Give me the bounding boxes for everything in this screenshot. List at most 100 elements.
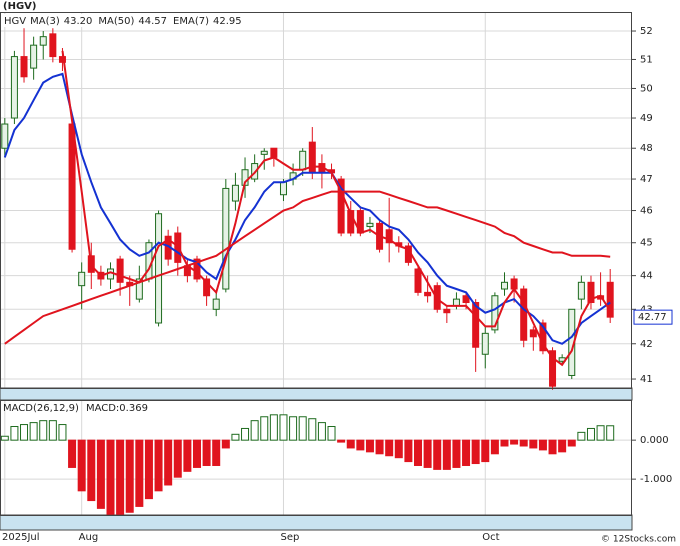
legend-entry: MA(3) <box>30 16 60 27</box>
macd-bar <box>39 420 48 441</box>
legend-value: 44.57 <box>138 16 167 27</box>
chart-title: (HGV) <box>3 1 36 12</box>
candle-body <box>587 281 595 304</box>
y-tick-label: 44 <box>640 271 653 282</box>
macd-bar <box>606 425 615 441</box>
macd-bar <box>433 439 442 470</box>
y-tick-label: 42 <box>640 339 653 350</box>
candle-body <box>279 181 287 196</box>
candle-body <box>270 147 278 158</box>
macd-bar <box>183 439 192 472</box>
candle-body <box>203 278 211 297</box>
y-tick-label: 46 <box>640 206 653 217</box>
legend-entry: MA(50) <box>98 16 134 27</box>
macd-bar <box>58 424 67 441</box>
y-tick-label: 48 <box>640 143 653 154</box>
legend: HGV MA(3) 43.20 MA(50) 44.57 EMA(7) 42.95 <box>1 14 249 27</box>
macd-bar <box>10 426 19 441</box>
candle-body <box>49 33 57 58</box>
macd-bar <box>0 435 9 441</box>
candle-body <box>452 298 460 307</box>
candle-body <box>385 229 393 244</box>
macd-bar <box>192 439 201 468</box>
candle-body <box>231 184 239 202</box>
macd-bar <box>317 422 326 441</box>
macd-bar <box>423 439 432 468</box>
macd-bar <box>327 426 336 441</box>
macd-bar <box>596 425 605 441</box>
candle-body <box>424 291 432 297</box>
macd-bar <box>337 439 346 443</box>
macd-bar <box>308 418 317 441</box>
macd-bar <box>68 439 77 468</box>
macd-bar <box>260 416 269 441</box>
macd-bar <box>586 427 595 441</box>
macd-bar <box>452 439 461 468</box>
macd-bar <box>269 414 278 441</box>
macd-bar <box>462 439 471 466</box>
x-tick-label: 2025Jul <box>2 532 40 543</box>
macd-bar <box>394 439 403 459</box>
y-tick-label: 47 <box>640 174 653 185</box>
chart-subtitle: MACD:0.369 <box>86 403 148 414</box>
macd-bar <box>77 439 86 492</box>
candle-body <box>39 36 47 46</box>
macd-bar <box>538 439 547 451</box>
macd-bar <box>212 439 221 466</box>
y-tick-label: 0.000 <box>640 435 669 446</box>
candle-body <box>549 350 557 387</box>
moving-average-line <box>3 72 611 345</box>
candle-body <box>212 298 220 310</box>
legend-value: 42.95 <box>213 16 242 27</box>
candle-body <box>78 271 86 287</box>
x-axis-strip <box>0 387 633 401</box>
macd-bar <box>96 439 105 509</box>
chart-title: MACD(26,12,9) <box>3 403 79 414</box>
macd-bar <box>173 439 182 478</box>
legend-entry: EMA(7) <box>173 16 209 27</box>
candle-body <box>337 178 345 234</box>
candle-body <box>491 295 499 331</box>
macd-bar <box>500 439 509 447</box>
candle-body <box>155 213 163 324</box>
footer: © 12Stocks.com <box>601 535 676 545</box>
macd-bar <box>29 422 38 441</box>
legend-entry: HGV <box>4 16 26 27</box>
candle-body <box>472 302 480 348</box>
candle-body <box>20 56 28 78</box>
candle-body <box>520 288 528 341</box>
macd-bar <box>481 439 490 463</box>
last-price-label: 42.77 <box>638 312 667 323</box>
candle-body <box>1 123 9 149</box>
macd-bar <box>135 439 144 507</box>
macd-bar <box>154 439 163 492</box>
candle-body <box>500 281 508 290</box>
candle-body <box>529 329 537 338</box>
x-tick-label: Sep <box>280 532 299 543</box>
macd-bar <box>519 439 528 447</box>
candle-body <box>462 295 470 304</box>
y-tick-label: 41 <box>640 374 653 385</box>
macd-bar <box>375 439 384 455</box>
macd-bar <box>48 420 57 441</box>
y-tick-label: -1.000 <box>640 474 672 485</box>
candle-body <box>10 56 18 119</box>
y-tick-label: 52 <box>640 26 653 37</box>
macd-bar <box>87 439 96 502</box>
candle-body <box>222 187 230 290</box>
macd-bar <box>221 439 230 449</box>
x-axis-strip <box>0 514 633 531</box>
macd-bar <box>116 439 125 515</box>
macd-bar <box>471 439 480 465</box>
moving-average-line <box>61 50 612 367</box>
candle-body <box>135 278 143 300</box>
macd-bar <box>567 439 576 447</box>
x-tick-label: Aug <box>79 532 99 543</box>
macd-bar <box>144 439 153 500</box>
macd-bar <box>106 439 115 515</box>
macd-bar <box>125 439 134 513</box>
candle-body <box>443 308 451 314</box>
macd-bar <box>404 439 413 463</box>
macd-bar <box>279 414 288 441</box>
